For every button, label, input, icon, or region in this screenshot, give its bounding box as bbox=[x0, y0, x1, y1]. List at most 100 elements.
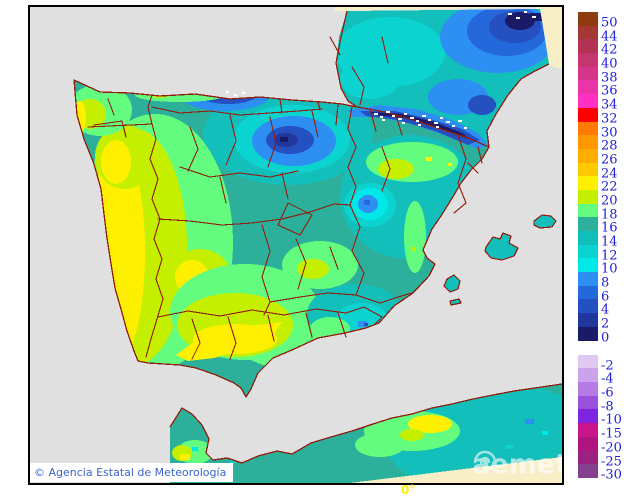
legend-row: -15 bbox=[578, 423, 630, 441]
legend-row: -6 bbox=[578, 382, 630, 400]
legend-swatch bbox=[578, 121, 598, 136]
legend-value: -8 bbox=[601, 399, 614, 415]
legend-swatch bbox=[578, 326, 598, 341]
legend-value: 40 bbox=[601, 56, 618, 72]
legend-row: 8 bbox=[578, 272, 630, 290]
legend-row: 26 bbox=[578, 148, 630, 168]
legend-swatch bbox=[578, 285, 598, 300]
legend-row: 38 bbox=[578, 66, 630, 86]
legend-value: 22 bbox=[601, 179, 618, 195]
legend-value: -2 bbox=[601, 358, 614, 374]
legend-swatch bbox=[578, 368, 598, 383]
legend-swatch bbox=[578, 354, 598, 369]
legend-upper: 50 44 42 40 38 36 34 32 30 28 26 24 22 20 18 16 14 12 10 8 6… bbox=[578, 12, 630, 344]
legend-swatch bbox=[578, 176, 598, 190]
france-landmass bbox=[336, 9, 549, 147]
legend-row: 22 bbox=[578, 176, 630, 194]
legend-swatch bbox=[578, 423, 598, 437]
temperature-legend: 50 44 42 40 38 36 34 32 30 28 26 24 22 20 18 16 14 12 10 8 6… bbox=[578, 12, 630, 482]
legend-row: 2 bbox=[578, 313, 630, 331]
legend-value: 30 bbox=[601, 125, 618, 140]
legend-row: 40 bbox=[578, 53, 630, 71]
coastlines bbox=[73, 10, 562, 464]
legend-value: 50 bbox=[601, 15, 618, 31]
attribution-text: © Agencia Estatal de Meteorología bbox=[34, 466, 227, 479]
legend-row: 10 bbox=[578, 258, 630, 276]
legend-value: 28 bbox=[601, 138, 618, 154]
legend-value: 32 bbox=[601, 111, 618, 127]
legend-row: 6 bbox=[578, 285, 630, 303]
legend-value: 20 bbox=[601, 193, 618, 209]
legend-row: -25 bbox=[578, 450, 630, 469]
legend-swatch bbox=[578, 231, 598, 245]
legend-value: 24 bbox=[601, 166, 618, 182]
legend-swatch bbox=[578, 94, 598, 108]
legend-value: 14 bbox=[601, 234, 618, 250]
legend-swatch bbox=[578, 395, 598, 410]
legend-value: 2 bbox=[601, 316, 610, 332]
legend-value: 18 bbox=[601, 207, 618, 223]
legend-value: -25 bbox=[601, 454, 622, 469]
legend-swatch bbox=[578, 382, 598, 396]
legend-swatch bbox=[578, 217, 598, 231]
legend-row: -4 bbox=[578, 368, 630, 386]
legend-swatch bbox=[578, 258, 598, 273]
legend-value: 16 bbox=[601, 220, 618, 236]
legend-swatch bbox=[578, 299, 598, 314]
snow-specks bbox=[226, 11, 536, 129]
legend-row: 34 bbox=[578, 94, 630, 112]
legend-swatch bbox=[578, 162, 598, 177]
legend-row: 28 bbox=[578, 135, 630, 153]
legend-swatch bbox=[578, 148, 598, 163]
legend-swatch bbox=[578, 203, 598, 218]
legend-swatch bbox=[578, 464, 598, 478]
longitude-label: 0° bbox=[401, 483, 416, 497]
legend-value: 4 bbox=[601, 302, 610, 318]
legend-value: -30 bbox=[601, 467, 622, 483]
legend-value: 44 bbox=[601, 29, 618, 45]
legend-swatch bbox=[578, 39, 598, 54]
legend-value: -20 bbox=[601, 440, 622, 456]
legend-row: 44 bbox=[578, 25, 630, 45]
legend-row: -30 bbox=[578, 464, 630, 482]
legend-value: 26 bbox=[601, 152, 618, 168]
legend-row: 36 bbox=[578, 80, 630, 98]
legend-value: 42 bbox=[601, 42, 618, 58]
iberia-landmass bbox=[74, 80, 489, 397]
legend-row: -2 bbox=[578, 354, 630, 374]
legend-row: 32 bbox=[578, 107, 630, 127]
legend-row: 16 bbox=[578, 217, 630, 235]
legend-swatch bbox=[578, 409, 598, 424]
legend-value: -15 bbox=[601, 426, 622, 442]
legend-swatch bbox=[578, 450, 598, 465]
legend-lower: -2 -4 -6 -8 -10 -15 -20 -25 -30 bbox=[578, 354, 630, 482]
legend-row: 20 bbox=[578, 189, 630, 209]
legend-row: -10 bbox=[578, 409, 630, 427]
legend-value: 38 bbox=[601, 70, 618, 86]
legend-row: 4 bbox=[578, 299, 630, 317]
legend-swatch bbox=[578, 12, 598, 26]
legend-row: 12 bbox=[578, 244, 630, 264]
legend-row: 24 bbox=[578, 162, 630, 182]
map-canvas: © Agencia Estatal de Meteorología aemet bbox=[28, 5, 564, 485]
legend-row: -8 bbox=[578, 395, 630, 415]
legend-swatch bbox=[578, 66, 598, 81]
legend-swatch bbox=[578, 135, 598, 149]
legend-swatch bbox=[578, 80, 598, 95]
legend-value: 8 bbox=[601, 275, 610, 291]
legend-swatch bbox=[578, 244, 598, 259]
legend-swatch bbox=[578, 189, 598, 204]
no-data-land bbox=[335, 7, 562, 69]
balearic-islands bbox=[443, 214, 557, 306]
legend-value: 12 bbox=[601, 248, 618, 264]
legend-value: -4 bbox=[601, 371, 614, 387]
africa-landmass bbox=[170, 384, 562, 483]
legend-value: 34 bbox=[601, 97, 618, 113]
legend-row: 30 bbox=[578, 121, 630, 140]
legend-swatch bbox=[578, 436, 598, 451]
legend-row: 18 bbox=[578, 203, 630, 223]
legend-swatch bbox=[578, 25, 598, 40]
attribution-badge: © Agencia Estatal de Meteorología bbox=[30, 463, 234, 482]
temperature-map bbox=[30, 7, 562, 483]
